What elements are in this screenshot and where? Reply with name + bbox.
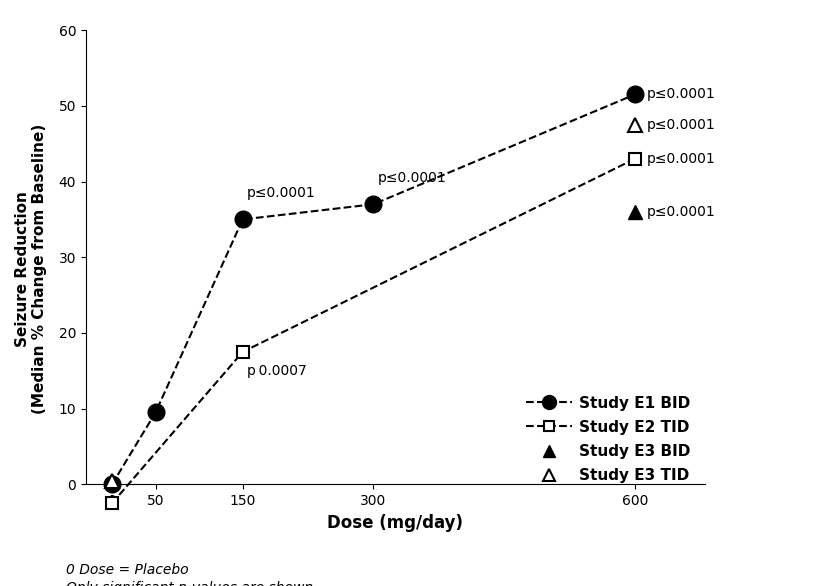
Y-axis label: Seizure Reduction
(Median % Change from Baseline): Seizure Reduction (Median % Change from …: [15, 124, 47, 414]
X-axis label: Dose (mg/day): Dose (mg/day): [327, 514, 462, 532]
Text: p≤0.0001: p≤0.0001: [646, 87, 715, 101]
Text: 0 Dose = Placebo: 0 Dose = Placebo: [66, 563, 189, 577]
Text: p 0.0007: p 0.0007: [246, 364, 307, 379]
Text: p≤0.0001: p≤0.0001: [646, 205, 715, 219]
Text: p≤0.0001: p≤0.0001: [646, 152, 715, 166]
Text: p≤0.0001: p≤0.0001: [246, 186, 315, 200]
Legend: Study E1 BID, Study E2 TID, Study E3 BID, Study E3 TID: Study E1 BID, Study E2 TID, Study E3 BID…: [519, 390, 696, 489]
Text: p≤0.0001: p≤0.0001: [377, 171, 446, 185]
Text: p≤0.0001: p≤0.0001: [646, 118, 715, 132]
Text: Only significant p-values are shown: Only significant p-values are shown: [66, 581, 313, 586]
